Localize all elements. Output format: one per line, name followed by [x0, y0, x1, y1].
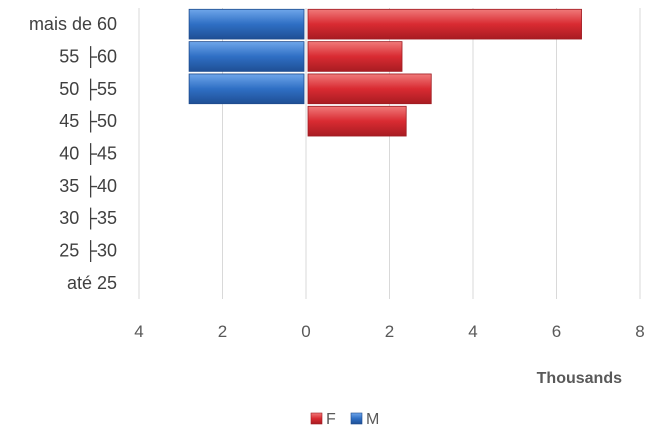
bar-f-2 [307, 73, 432, 105]
category-label-3: 45 ├50 [59, 110, 117, 133]
bar-f-3 [307, 105, 407, 137]
bar-m-2 [188, 73, 305, 105]
category-label-7: 25 ├30 [59, 240, 117, 263]
category-labels: mais de 60 55 ├60 50 ├55 45 ├50 40 ├45 35 ├40… [29, 14, 117, 293]
bar-m-0 [188, 8, 305, 40]
x-tick-label-5: 6 [552, 322, 561, 341]
category-label-5: 35 ├40 [59, 175, 117, 198]
category-label-1: 55 ├60 [59, 46, 117, 69]
bars [188, 8, 582, 137]
legend-swatch-f [310, 412, 323, 425]
bar-f-0 [307, 8, 582, 40]
category-label-2: 50 ├55 [59, 78, 117, 101]
category-label-6: 30 ├35 [59, 207, 117, 230]
x-tick-label-6: 8 [635, 322, 644, 341]
legend-label-f: F [326, 411, 336, 428]
legend-label-m: M [366, 411, 379, 428]
x-tick-label-1: 2 [218, 322, 227, 341]
x-tick-labels: 4 2 0 2 4 6 8 [134, 322, 644, 341]
category-label-0: mais de 60 [29, 14, 117, 34]
bar-m-1 [188, 41, 305, 72]
x-tick-label-4: 4 [468, 322, 477, 341]
category-label-4: 40 ├45 [59, 143, 117, 166]
bar-f-1 [307, 41, 403, 72]
x-tick-label-3: 2 [385, 322, 394, 341]
x-tick-label-0: 4 [134, 322, 143, 341]
x-tick-label-2: 0 [301, 322, 310, 341]
x-unit-label: Thousands [537, 370, 622, 387]
category-label-8: até 25 [67, 273, 117, 293]
legend-swatch-m [350, 412, 363, 425]
